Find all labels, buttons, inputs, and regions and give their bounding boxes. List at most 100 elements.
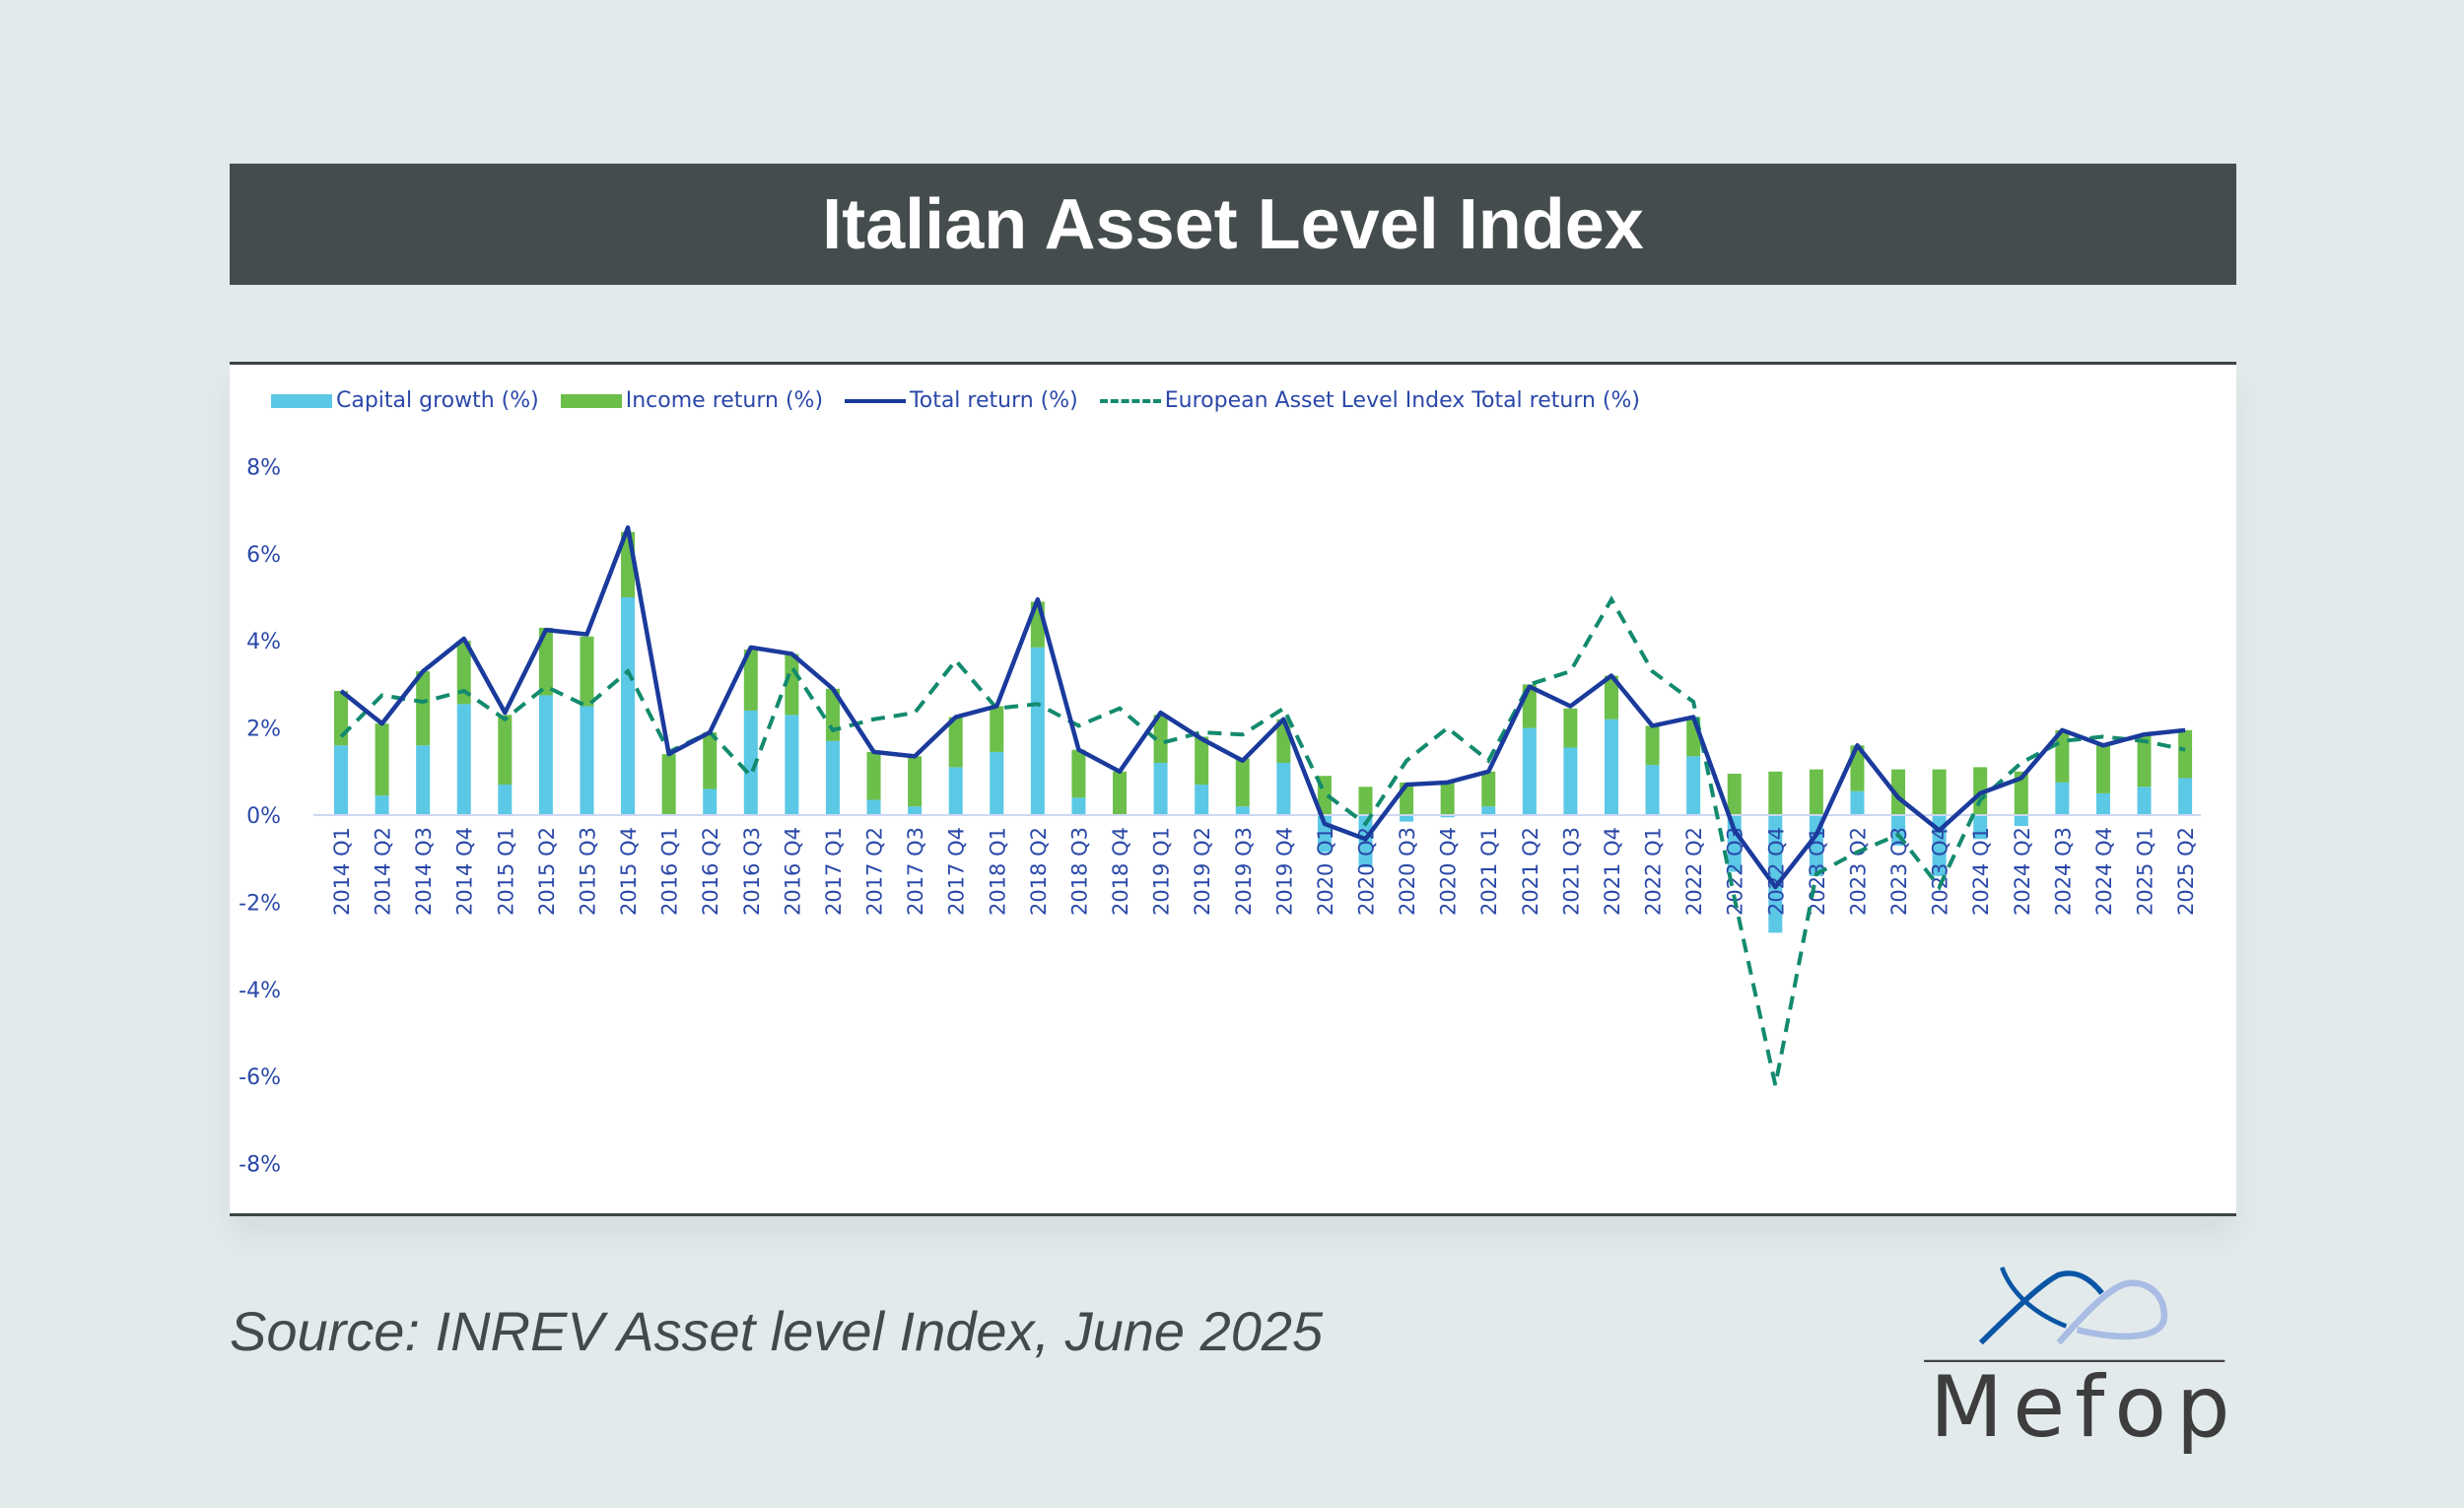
bar-income-return	[2095, 745, 2110, 793]
bar-income-return	[1071, 749, 1086, 798]
bar-capital-growth	[1153, 762, 1168, 815]
bar-capital-growth	[1604, 719, 1618, 815]
bar-capital-growth	[456, 704, 471, 815]
page-title: Italian Asset Level Index	[822, 184, 1644, 264]
x-tick-label: 2015 Q2	[535, 827, 559, 916]
chart-legend: Capital growth (%) Income return (%) Tot…	[271, 388, 1648, 413]
x-tick-label: 2023 Q2	[1846, 827, 1870, 916]
bar-capital-growth	[416, 745, 431, 815]
x-tick-label: 2022 Q1	[1642, 827, 1666, 916]
bar-income-return	[1195, 736, 1209, 786]
bar-income-return	[580, 636, 594, 707]
x-tick-label: 2014 Q2	[372, 827, 395, 916]
bar-capital-growth	[334, 745, 348, 815]
bar-income-return	[703, 732, 718, 789]
x-tick-label: 2016 Q4	[781, 827, 804, 916]
chart-panel: Capital growth (%) Income return (%) Tot…	[230, 362, 2236, 1216]
bar-capital-growth	[1195, 785, 1209, 815]
bar-income-return	[1891, 769, 1906, 815]
bar-income-return	[2178, 729, 2193, 779]
x-tick-label: 2018 Q2	[1027, 827, 1051, 916]
bar-income-return	[498, 715, 513, 786]
bar-capital-growth	[1276, 762, 1291, 815]
bar-income-return	[1358, 787, 1373, 815]
bar-capital-growth	[908, 806, 923, 815]
bar-income-return	[1440, 782, 1455, 815]
x-tick-label: 2024 Q1	[1969, 827, 1993, 916]
bar-income-return	[743, 650, 758, 711]
bar-capital-growth	[1481, 806, 1496, 815]
x-tick-label: 2016 Q3	[740, 827, 764, 916]
x-tick-label: 2023 Q3	[1887, 827, 1911, 916]
title-bar: Italian Asset Level Index	[230, 164, 2236, 285]
bar-capital-growth	[1645, 765, 1660, 815]
x-tick-label: 2025 Q2	[2174, 827, 2198, 916]
legend-swatch-income	[560, 393, 622, 408]
bar-income-return	[1809, 769, 1823, 815]
x-tick-label: 2020 Q4	[1437, 827, 1461, 916]
y-tick-label: -8%	[239, 1153, 281, 1178]
line-european-total-return	[339, 595, 2186, 1086]
x-tick-label: 2015 Q1	[494, 827, 517, 916]
y-tick-label: 8%	[246, 455, 281, 480]
x-tick-label: 2020 Q1	[1314, 827, 1337, 916]
x-tick-label: 2019 Q3	[1232, 827, 1256, 916]
bar-income-return	[1727, 774, 1742, 815]
x-tick-label: 2018 Q4	[1109, 827, 1132, 916]
bar-capital-growth	[2095, 792, 2110, 815]
bar-income-return	[866, 751, 881, 800]
bar-income-return	[375, 723, 389, 796]
bar-income-return	[1113, 771, 1128, 815]
x-tick-label: 2018 Q1	[986, 827, 1009, 916]
x-tick-label: 2024 Q3	[2051, 827, 2075, 916]
legend-label-european: European Asset Level Index Total return …	[1164, 388, 1640, 413]
bar-capital-growth	[538, 695, 553, 815]
y-tick-label: -4%	[239, 979, 281, 1003]
bar-capital-growth	[990, 751, 1004, 815]
x-tick-label: 2021 Q1	[1477, 827, 1501, 916]
logo-text: Mefop	[1930, 1358, 2240, 1457]
bar-capital-growth	[825, 740, 840, 815]
bar-capital-growth	[1440, 815, 1455, 818]
x-tick-label: 2022 Q4	[1764, 827, 1788, 916]
bar-income-return	[948, 717, 963, 768]
bar-income-return	[334, 691, 348, 746]
bar-income-return	[661, 754, 676, 815]
x-tick-label: 2019 Q1	[1150, 827, 1174, 916]
x-tick-label: 2017 Q4	[945, 827, 969, 916]
x-tick-label: 2023 Q4	[1929, 827, 1952, 916]
legend-item-total: Total return (%)	[845, 388, 1078, 413]
x-tick-label: 2017 Q1	[822, 827, 846, 916]
bar-capital-growth	[1071, 797, 1086, 815]
x-tick-label: 2025 Q1	[2134, 827, 2157, 916]
bar-income-return	[1932, 769, 1947, 815]
bar-income-return	[1645, 725, 1660, 766]
x-tick-label: 2014 Q1	[330, 827, 354, 916]
source-note: Source: INREV Asset level Index, June 20…	[230, 1300, 1324, 1362]
y-tick-label: 2%	[246, 718, 281, 742]
x-tick-label: 2019 Q2	[1191, 827, 1214, 916]
y-tick-label: 0%	[246, 804, 281, 829]
x-tick-label: 2021 Q3	[1559, 827, 1583, 916]
y-tick-label: -6%	[239, 1065, 281, 1090]
legend-item-capital: Capital growth (%)	[271, 388, 539, 413]
x-tick-label: 2017 Q3	[904, 827, 927, 916]
bar-capital-growth	[703, 788, 718, 815]
bar-capital-growth	[866, 799, 881, 815]
bar-capital-growth	[1727, 815, 1742, 872]
bar-capital-growth	[621, 597, 636, 815]
bar-income-return	[2137, 734, 2152, 788]
bar-capital-growth	[498, 785, 513, 815]
legend-item-income: Income return (%)	[560, 388, 823, 413]
bar-capital-growth	[785, 715, 799, 815]
x-tick-label: 2016 Q2	[699, 827, 722, 916]
x-tick-label: 2020 Q3	[1396, 827, 1419, 916]
legend-swatch-capital	[271, 393, 332, 408]
bar-capital-growth	[1768, 815, 1783, 933]
y-tick-label: 4%	[246, 630, 281, 654]
x-tick-label: 2015 Q4	[617, 827, 641, 916]
bar-capital-growth	[1522, 727, 1537, 815]
x-tick-label: 2014 Q4	[453, 827, 477, 916]
x-tick-label: 2019 Q4	[1272, 827, 1296, 916]
bar-capital-growth	[2178, 778, 2193, 815]
